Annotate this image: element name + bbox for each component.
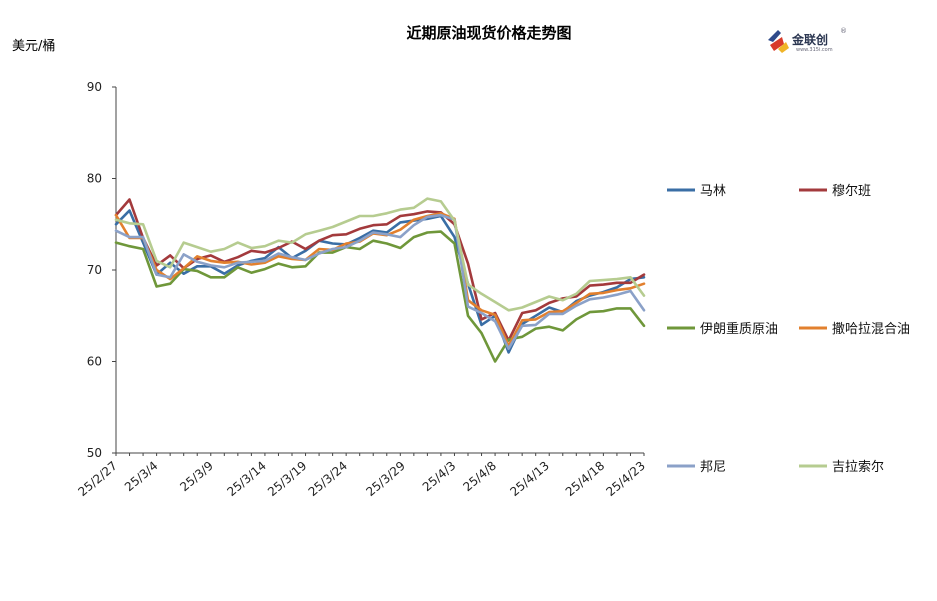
logo-mark-icon: [768, 30, 789, 53]
logo-url: www.315i.com: [796, 47, 833, 53]
x-tick-label: 25/4/13: [507, 459, 551, 499]
y-tick-label: 90: [87, 80, 102, 94]
x-tick-label: 25/3/14: [224, 459, 268, 499]
legend-label: 穆尔班: [832, 184, 871, 199]
x-tick-label: 25/4/18: [563, 459, 607, 499]
series-line: [114, 230, 646, 363]
x-tick-label: 25/4/8: [460, 459, 499, 495]
chart-title: 近期原油现货价格走势图: [406, 24, 571, 42]
series-line: [114, 213, 646, 351]
x-tick-label: 25/3/19: [265, 459, 309, 499]
x-tick-label: 25/4/23: [603, 459, 647, 499]
series-layer: [114, 197, 646, 363]
x-tick-label: 25/3/29: [363, 459, 407, 499]
logo-text: 金联创: [791, 32, 828, 47]
y-tick-label: 80: [87, 172, 102, 186]
series-line: [114, 197, 646, 312]
x-tick-label: 25/3/4: [122, 459, 161, 495]
legend-label: 伊朗重质原油: [700, 321, 778, 337]
y-axis-unit: 美元/桶: [12, 39, 55, 54]
legend-label: 撒哈拉混合油: [832, 321, 910, 337]
x-tick-label: 25/2/27: [75, 459, 119, 499]
x-tick-label: 25/4/3: [420, 459, 459, 495]
legend-label: 邦尼: [700, 460, 726, 475]
y-tick-label: 60: [87, 355, 102, 369]
series-line: [114, 198, 646, 342]
x-tick-label: 25/3/24: [306, 459, 350, 499]
logo-registered-mark: ®: [840, 27, 847, 35]
series-line: [114, 209, 646, 354]
y-tick-label: 50: [87, 446, 102, 460]
logo: 金联创 www.315i.com ®: [768, 27, 847, 53]
legend-label: 吉拉索尔: [832, 460, 884, 475]
legend-label: 马林: [700, 184, 726, 199]
y-tick-label: 70: [87, 263, 102, 277]
x-tick-label: 25/3/9: [177, 459, 216, 495]
